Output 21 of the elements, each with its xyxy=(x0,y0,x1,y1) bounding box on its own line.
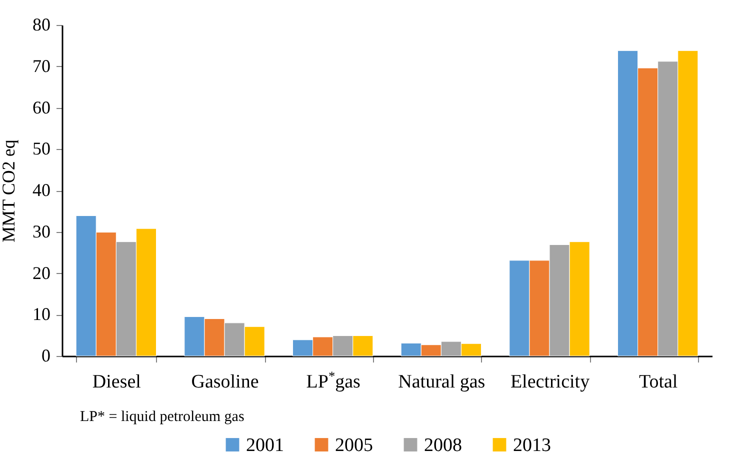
y-tick-label: 30 xyxy=(32,221,50,242)
legend-label: 2005 xyxy=(335,434,373,456)
x-tick-label: Electricity xyxy=(510,372,590,392)
y-tick-label: 10 xyxy=(32,304,50,324)
legend-label: 2008 xyxy=(424,434,462,456)
y-tick-label: 70 xyxy=(32,56,50,76)
y-axis-title: MMT CO2 eq xyxy=(0,140,18,242)
text: LP* = liquid petroleum gas xyxy=(80,409,244,425)
y-tick-label: 80 xyxy=(32,14,50,34)
y-tick-label: 40 xyxy=(32,180,50,200)
x-tick-label: Total xyxy=(638,372,678,392)
y-tick-label: 60 xyxy=(32,97,50,118)
x-tick-label: LP$^{*}$gas xyxy=(306,368,360,392)
x-tick-label: Diesel xyxy=(92,372,141,392)
y-tick-label: 20 xyxy=(32,262,50,283)
x-tick-label: Gasoline xyxy=(191,372,259,392)
y-tick-label: 50 xyxy=(32,138,50,159)
y-tick-label: 0 xyxy=(42,346,50,366)
legend-label: 2013 xyxy=(513,434,551,456)
legend-label: 2001 xyxy=(246,434,284,456)
x-tick-label: Natural gas xyxy=(398,372,486,392)
